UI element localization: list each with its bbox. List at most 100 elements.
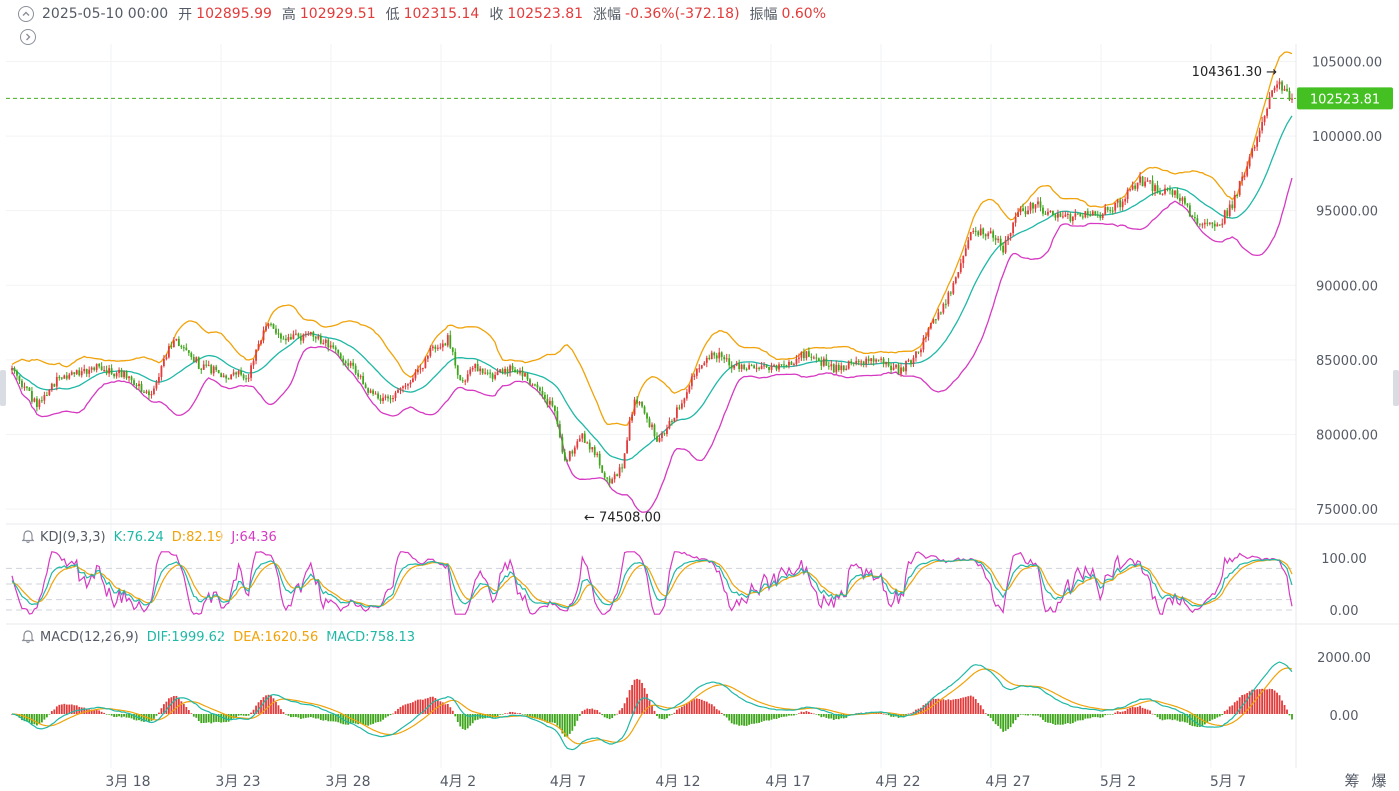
right-panel-handle[interactable] <box>1393 370 1399 406</box>
candle-body <box>329 345 332 348</box>
macd-histogram-bar <box>586 708 589 714</box>
candle-body <box>718 352 721 359</box>
macd-histogram-bar <box>1002 714 1005 732</box>
macd-histogram-bar <box>1256 689 1259 714</box>
candle-body <box>723 356 726 360</box>
candle-body <box>1091 211 1094 216</box>
macd-histogram-bar <box>80 707 83 714</box>
x-axis-date-label: 4月 22 <box>875 774 920 790</box>
candle-body <box>260 340 262 344</box>
candle-body <box>531 384 534 386</box>
macd-histogram-bar <box>798 713 800 714</box>
candle-body <box>989 231 992 234</box>
macd-histogram-bar <box>210 714 213 724</box>
macd-histogram-bar <box>703 700 706 714</box>
candle-body <box>1061 216 1064 218</box>
macd-histogram-bar <box>785 714 788 717</box>
candle-body <box>932 319 935 323</box>
candle-body <box>636 399 638 404</box>
macd-histogram-bar <box>1193 714 1196 727</box>
macd-histogram-bar <box>718 710 721 714</box>
candle-body <box>964 248 967 256</box>
macd-histogram-bar <box>496 714 499 717</box>
candle-body <box>185 347 188 351</box>
macd-histogram-bar <box>337 714 340 723</box>
candle-body <box>900 367 902 374</box>
macd-histogram-bar <box>417 699 419 714</box>
macd-histogram-bar <box>611 714 614 719</box>
candle-body <box>1144 181 1146 187</box>
macd-histogram-bar <box>73 705 76 714</box>
macd-histogram-bar <box>212 714 215 723</box>
candle-body <box>417 369 419 373</box>
open-label: 开 <box>178 7 193 23</box>
candle-body <box>992 231 995 238</box>
candle-body <box>397 389 399 393</box>
candle-body <box>227 378 230 380</box>
macd-histogram-bar <box>1012 714 1014 724</box>
candle-body <box>703 362 706 366</box>
macd-histogram-bar <box>795 714 798 715</box>
candle-body <box>638 401 641 404</box>
macd-histogram-bar <box>250 712 252 714</box>
macd-histogram-bar <box>558 714 561 730</box>
candle-body <box>591 447 594 450</box>
candle-body <box>337 349 340 354</box>
candle-body <box>317 336 320 339</box>
bell-icon[interactable] <box>20 529 36 545</box>
macd-histogram-bar <box>1233 702 1236 714</box>
macd-histogram-bar <box>374 714 377 723</box>
macd-histogram-bar <box>382 714 384 720</box>
candle-body <box>496 371 499 375</box>
candle-body <box>252 360 255 366</box>
candle-body <box>633 399 636 415</box>
candle-body <box>653 424 656 437</box>
candle-body <box>1203 222 1206 225</box>
collapse-button[interactable] <box>18 6 34 22</box>
candle-body <box>392 397 394 400</box>
candle-body <box>426 355 429 359</box>
candle-body <box>837 364 840 371</box>
candle-body <box>26 386 28 388</box>
candle-body <box>668 420 671 429</box>
candle-body <box>1191 216 1194 218</box>
close-label: 收 <box>489 7 504 23</box>
candle-body <box>895 364 897 368</box>
candle-body <box>685 392 688 399</box>
macd-histogram-bar <box>803 712 805 714</box>
candle-body <box>1156 185 1159 193</box>
macd-histogram-bar <box>202 714 205 723</box>
candle-body <box>409 382 412 385</box>
candle-body <box>534 384 536 386</box>
candle-body <box>344 361 347 364</box>
expand-button[interactable] <box>20 29 36 45</box>
macd-histogram-bar <box>215 714 218 722</box>
macd-histogram-bar <box>476 714 479 720</box>
macd-histogram-bar <box>1144 708 1146 714</box>
macd-histogram-bar <box>344 714 347 725</box>
bell-icon[interactable] <box>20 629 36 645</box>
macd-histogram-bar <box>1231 705 1234 714</box>
candle-body <box>616 474 619 477</box>
current-price-label: 102523.81 <box>1310 92 1380 107</box>
macd-histogram-bar <box>479 714 482 719</box>
candle-body <box>1004 240 1007 253</box>
macd-histogram-bar <box>185 707 188 714</box>
candle-body <box>1149 180 1151 182</box>
left-panel-handle[interactable] <box>0 370 6 406</box>
candle-body <box>160 366 163 377</box>
candle-body <box>412 378 414 383</box>
macd-histogram-bar <box>969 695 972 714</box>
candle-body <box>688 386 691 393</box>
macd-histogram-bar <box>456 714 459 723</box>
macd-histogram-bar <box>548 714 551 723</box>
candle-body <box>319 336 322 344</box>
candle-body <box>277 333 280 335</box>
macd-histogram-bar <box>758 714 760 723</box>
macd-histogram-bar <box>994 714 997 725</box>
macd-histogram-bar <box>1166 714 1169 720</box>
candle-body <box>1096 214 1099 216</box>
macd-histogram-bar <box>855 713 858 714</box>
macd-histogram-bar <box>616 713 619 715</box>
candle-body <box>429 348 432 356</box>
